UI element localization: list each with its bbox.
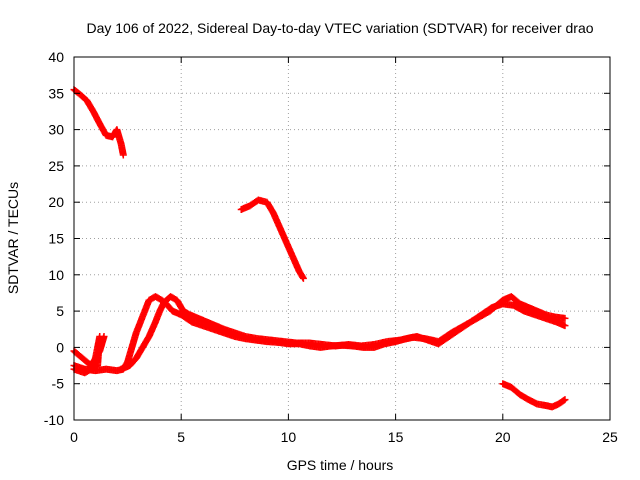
grid-layer [74,57,610,420]
y-tick-label: 20 [48,194,64,210]
data-layer [70,86,569,411]
y-tick-label: 30 [48,122,64,138]
y-tick-label: 0 [56,339,64,355]
x-tick-label: 20 [495,429,511,445]
x-tick-label: 25 [602,429,618,445]
y-tick-label: 25 [48,158,64,174]
x-tick-label: 10 [281,429,297,445]
data-point [561,396,569,404]
series-arc-5 [117,293,569,373]
y-tick-label: 5 [56,303,64,319]
y-tick-label: 15 [48,231,64,247]
series-arc-6 [91,333,108,362]
y-tick-label: 40 [48,49,64,65]
y-tick-label: -5 [52,376,65,392]
data-point [119,151,127,159]
y-tick-label: 10 [48,267,64,283]
tick-layer: 0 5 10 15 20 25 -10 -5 0 5 10 15 20 25 30 35 40 [44,49,618,445]
y-tick-label: 35 [48,85,64,101]
chart-title: Day 106 of 2022, Sidereal Day-to-day VTE… [86,20,593,36]
data-point [299,274,307,282]
data-point [561,314,569,322]
x-tick-label: 5 [177,429,185,445]
series-arc-2 [237,196,307,282]
x-tick-label: 0 [70,429,78,445]
y-axis-label: SDTVAR / TECUs [5,182,21,294]
data-point [561,322,569,330]
data-point [100,333,108,341]
series-arc-7 [499,380,569,411]
x-tick-label: 15 [388,429,404,445]
series-arc-1 [70,86,127,159]
x-axis-label: GPS time / hours [287,457,394,473]
y-tick-label: -10 [44,412,64,428]
